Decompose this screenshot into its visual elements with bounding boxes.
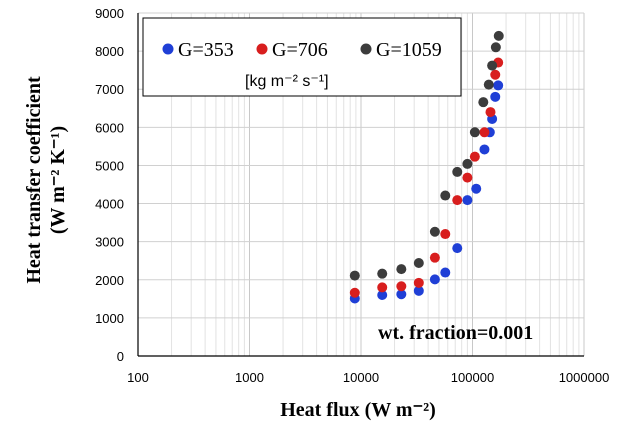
y-tick-label: 0 xyxy=(117,349,124,364)
data-point-series-3 xyxy=(396,264,407,275)
y-tick-label: 7000 xyxy=(95,82,124,97)
data-point-series-3 xyxy=(429,226,440,237)
data-point-series-3 xyxy=(469,127,480,138)
y-tick-labels: 0 1000 2000 3000 4000 5000 6000 7000 8000 9000 xyxy=(95,6,124,364)
data-point-series-3 xyxy=(493,30,504,41)
y-axis-title-line2: (W m⁻² K⁻¹) xyxy=(47,126,69,234)
legend-marker-series-2 xyxy=(256,43,268,55)
data-point-series-1 xyxy=(493,80,504,91)
y-tick-label: 2000 xyxy=(95,273,124,288)
x-tick-label: 1000000 xyxy=(559,370,610,385)
legend-box xyxy=(142,17,462,97)
legend-marker-series-1 xyxy=(162,43,174,55)
data-point-series-3 xyxy=(452,166,463,177)
x-tick-labels: 100 1000 10000 100000 1000000 xyxy=(127,370,609,385)
data-point-series-2 xyxy=(377,282,388,293)
data-point-series-2 xyxy=(429,252,440,263)
data-point-series-3 xyxy=(478,97,489,108)
y-tick-label: 1000 xyxy=(95,311,124,326)
data-point-series-3 xyxy=(490,42,501,53)
y-tick-label: 6000 xyxy=(95,120,124,135)
legend-label-series-2: G=706 xyxy=(272,39,328,61)
data-point-series-3 xyxy=(349,270,360,281)
data-point-series-2 xyxy=(452,195,463,206)
axes xyxy=(137,13,584,357)
data-point-series-1 xyxy=(490,91,501,102)
data-point-series-1 xyxy=(413,285,424,296)
data-point-series-1 xyxy=(452,243,463,254)
y-tick-label: 4000 xyxy=(95,197,124,212)
data-point-series-2 xyxy=(440,229,451,240)
legend-marker-series-3 xyxy=(360,43,372,55)
data-point-series-1 xyxy=(429,274,440,285)
data-point-series-2 xyxy=(462,172,473,183)
data-point-series-1 xyxy=(396,289,407,300)
x-tick-label: 10000 xyxy=(343,370,379,385)
data-point-series-2 xyxy=(490,69,501,80)
legend-items: G=353 G=706 G=1059 xyxy=(162,39,442,61)
x-axis-title: Heat flux (W m⁻²) xyxy=(280,399,436,421)
data-point-series-3 xyxy=(413,258,424,269)
legend: G=353 G=706 G=1059 [kg m⁻² s⁻¹] xyxy=(142,17,462,97)
y-tick-label: 3000 xyxy=(95,235,124,250)
data-point-series-2 xyxy=(469,151,480,162)
data-point-series-3 xyxy=(483,79,494,90)
data-point-series-1 xyxy=(377,290,388,301)
data-point-series-2 xyxy=(479,127,490,138)
data-point-series-3 xyxy=(440,190,451,201)
data-point-series-2 xyxy=(485,107,496,118)
data-point-series-2 xyxy=(413,277,424,288)
annotation-wt-fraction: wt. fraction=0.001 xyxy=(378,322,533,344)
legend-label-series-3: G=1059 xyxy=(376,39,442,61)
y-tick-label: 5000 xyxy=(95,158,124,173)
legend-unit: [kg m⁻² s⁻¹] xyxy=(245,73,329,90)
x-tick-label: 1000 xyxy=(235,370,264,385)
legend-label-series-1: G=353 xyxy=(178,39,234,61)
data-point-series-1 xyxy=(462,195,473,206)
data-point-series-2 xyxy=(349,287,360,298)
data-point-series-1 xyxy=(479,144,490,155)
y-tick-label: 9000 xyxy=(95,6,124,21)
y-axis-title-line1: Heat transfer coefficient xyxy=(23,76,45,284)
data-point-series-1 xyxy=(471,183,482,194)
data-point-series-2 xyxy=(396,281,407,292)
data-points xyxy=(349,30,504,304)
x-tick-label: 100000 xyxy=(451,370,494,385)
data-point-series-1 xyxy=(440,267,451,278)
data-point-series-3 xyxy=(462,158,473,169)
data-point-series-3 xyxy=(487,60,498,71)
x-tick-label: 100 xyxy=(127,370,149,385)
data-point-series-3 xyxy=(377,268,388,279)
y-tick-label: 8000 xyxy=(95,44,124,59)
